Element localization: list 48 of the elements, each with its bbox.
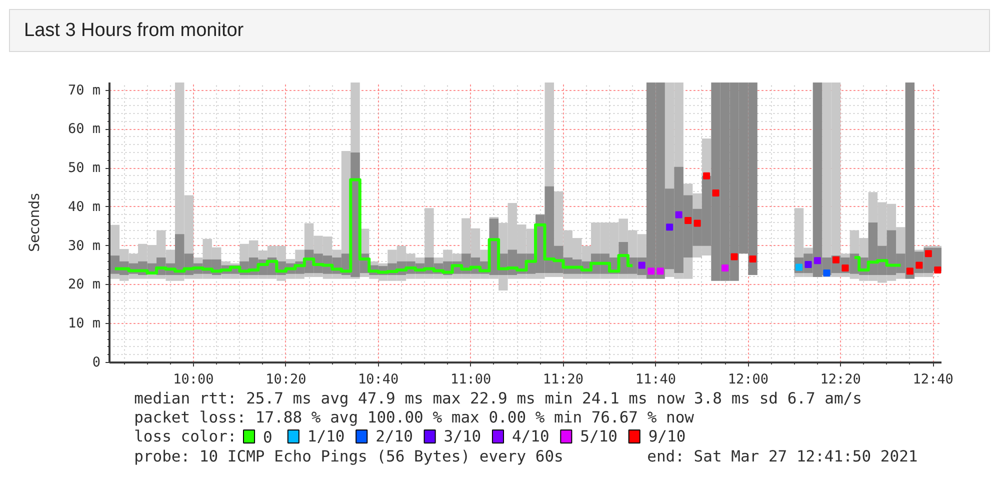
point	[684, 217, 692, 224]
y-tick-label: 40 m	[68, 198, 101, 215]
y-tick-label: 0	[92, 354, 101, 370]
y-tick-label: 50 m	[68, 160, 101, 176]
x-tick-label: 11:20	[542, 372, 584, 388]
legend-label: 2/10	[376, 428, 413, 446]
point	[823, 270, 830, 277]
legend-label: 0	[263, 428, 272, 446]
point	[722, 264, 729, 272]
x-tick-label: 10:00	[173, 372, 214, 388]
text: packet loss: 17.88 % avg 100.00 % max 0.00 % min 76.67 % now	[134, 408, 695, 426]
text: probe: 10 ICMP Echo Pings (56 Bytes) every 60s	[134, 448, 564, 466]
point	[666, 224, 674, 231]
point	[814, 257, 821, 264]
point	[924, 250, 932, 258]
text: median rtt: 25.7 ms avg 47.9 ms max 22.9 ms min 24.1 ms now 3.8 ms sd 6.7 am/s	[134, 390, 862, 408]
x-tick-label: 12:00	[728, 372, 768, 388]
point	[648, 268, 655, 275]
x-tick-label: 11:00	[450, 372, 492, 388]
y-tick-label: 10 m	[68, 316, 101, 332]
y-tick-label: 70 m	[68, 82, 101, 98]
y-axis-title: Seconds	[26, 193, 43, 252]
point	[934, 266, 942, 274]
x-tick-label: 10:20	[266, 372, 306, 388]
point	[703, 172, 710, 180]
point	[712, 189, 720, 196]
x-tick-label: 11:40	[635, 372, 676, 388]
point	[749, 256, 756, 263]
point	[656, 268, 664, 275]
y-tick-label: 60 m	[68, 121, 101, 138]
point	[832, 256, 840, 264]
legend-label: 1/10	[307, 428, 345, 446]
point	[675, 211, 682, 218]
legend-label: 9/10	[648, 428, 686, 446]
x-tick-label: 10:40	[358, 372, 399, 388]
legend-title: loss color:	[134, 428, 237, 446]
point	[730, 253, 738, 260]
legend-label: 5/10	[580, 428, 618, 446]
x-tick-label: 12:20	[820, 372, 861, 388]
chart-title: Last 3 Hours from monitor	[24, 19, 244, 43]
point	[694, 220, 701, 227]
x-tick-label: 12:40	[912, 372, 954, 388]
text: end: Sat Mar 27 12:41:50 2021	[647, 448, 918, 466]
point	[906, 268, 914, 275]
legend-label: 3/10	[444, 428, 482, 446]
y-tick-label: 20 m	[68, 276, 101, 293]
legend-label: 4/10	[512, 428, 550, 446]
y-tick-label: 30 m	[68, 238, 101, 254]
